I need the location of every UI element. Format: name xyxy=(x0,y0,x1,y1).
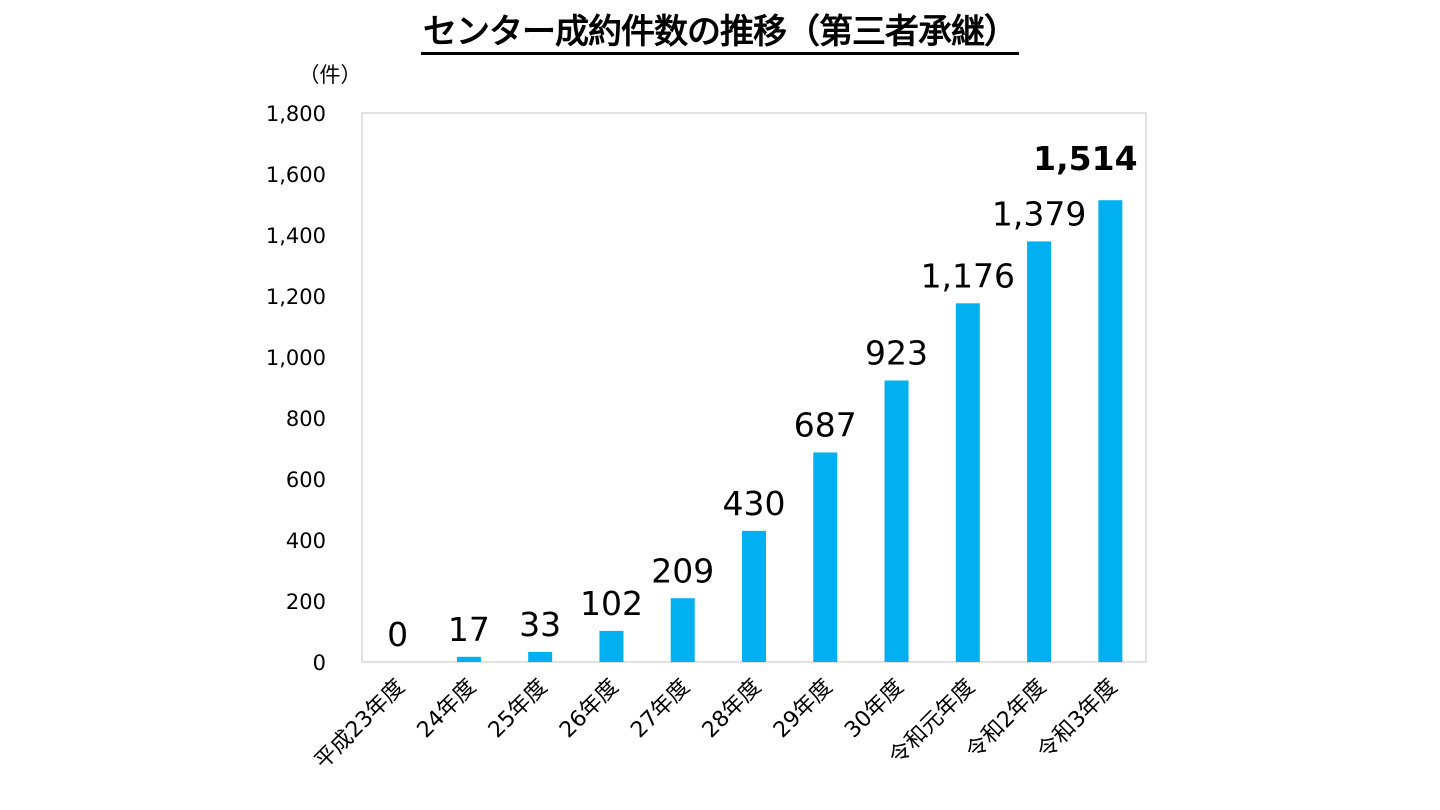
bar xyxy=(742,530,766,662)
y-tick-label: 0 xyxy=(313,651,326,675)
bar xyxy=(1027,241,1052,662)
x-tick-label: 29年度 xyxy=(769,675,838,744)
bar xyxy=(884,380,909,662)
x-tick-label: 27年度 xyxy=(626,675,695,744)
data-label: 923 xyxy=(865,333,928,372)
data-label: 33 xyxy=(519,605,561,644)
y-tick-label: 200 xyxy=(286,590,326,614)
y-tick-label: 600 xyxy=(286,468,326,492)
data-label: 1,514 xyxy=(1033,139,1137,178)
x-tick-label: 25年度 xyxy=(484,675,553,744)
y-tick-label: 1,200 xyxy=(266,285,326,309)
bar xyxy=(456,656,481,662)
y-tick-label: 1,800 xyxy=(266,102,326,126)
bar xyxy=(1098,200,1123,663)
bar xyxy=(955,303,980,662)
data-label: 430 xyxy=(723,484,786,523)
data-label: 209 xyxy=(651,551,714,590)
x-tick-label: 24年度 xyxy=(413,675,482,744)
bar xyxy=(670,598,695,662)
y-tick-label: 800 xyxy=(286,407,326,431)
data-label: 687 xyxy=(794,405,857,444)
y-axis-unit-label: （件） xyxy=(299,63,362,87)
bar xyxy=(813,452,838,662)
y-tick-label: 400 xyxy=(286,529,326,553)
data-label: 1,379 xyxy=(992,194,1086,233)
chart-title: センター成約件数の推移（第三者承継） xyxy=(0,4,1440,55)
chart-title-text: センター成約件数の推移（第三者承継） xyxy=(421,12,1019,55)
bar xyxy=(528,651,553,662)
y-tick-label: 1,600 xyxy=(266,163,326,187)
x-tick-label: 30年度 xyxy=(840,675,909,744)
data-label: 1,176 xyxy=(921,256,1015,295)
y-tick-label: 1,000 xyxy=(266,346,326,370)
x-tick-label: 26年度 xyxy=(555,675,624,744)
data-label: 102 xyxy=(580,584,643,623)
bar xyxy=(599,630,624,662)
x-tick-label: 平成23年度 xyxy=(310,675,410,775)
x-tick-label: 28年度 xyxy=(698,675,767,744)
data-label: 0 xyxy=(387,615,408,654)
y-tick-label: 1,400 xyxy=(266,224,326,248)
data-label: 17 xyxy=(448,610,490,649)
